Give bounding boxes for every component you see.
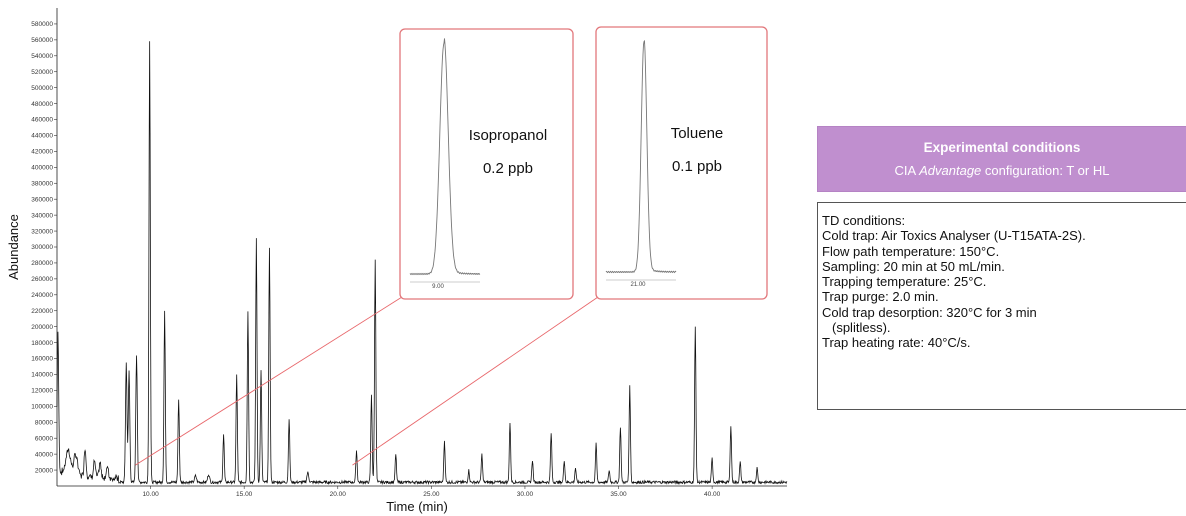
inset-tick-label: 21.00 — [630, 282, 646, 288]
y-tick-label: 360000 — [31, 196, 53, 203]
x-tick-label: 15.00 — [236, 491, 253, 498]
inset-panel: 21.00 Toluene 0.1 ppb — [352, 26, 768, 466]
y-tick-label: 500000 — [31, 85, 53, 92]
condition-line: (splitless). — [832, 320, 891, 336]
y-tick-label: 220000 — [31, 308, 53, 315]
inset-frame — [399, 28, 574, 300]
chromatogram-trace — [56, 41, 788, 486]
y-tick-label: 560000 — [31, 37, 53, 44]
inset-compound-label: Toluene — [671, 125, 724, 142]
conditions-header: Experimental conditions CIA Advantage co… — [817, 126, 1186, 192]
conditions-title: Experimental conditions — [923, 140, 1081, 155]
condition-line: Sampling: 20 min at 50 mL/min. — [822, 258, 1005, 274]
inset-concentration-label: 0.1 ppb — [672, 158, 722, 175]
y-tick-label: 260000 — [31, 276, 53, 283]
inset-panel: 9.00 Isopropanol 0.2 ppb — [135, 28, 574, 466]
conditions-subtitle: CIA Advantage configuration: T or HL — [818, 163, 1186, 178]
y-tick-label: 540000 — [31, 53, 53, 60]
y-tick-label: 180000 — [31, 340, 53, 347]
inset-group: 9.00 Isopropanol 0.2 ppb 21.00 Toluene 0.1 pp… — [135, 26, 768, 466]
conditions-body: TD conditions: Cold trap: Air Toxics Anal… — [817, 202, 1186, 410]
condition-line: Flow path temperature: 150°C. — [822, 243, 1000, 259]
chromatogram-chart: 20000 40000 60000 80000 100000 120000 140000 16… — [6, 8, 788, 514]
y-tick-label: 100000 — [31, 404, 53, 411]
y-tick-label: 380000 — [31, 180, 53, 187]
x-tick-label: 40.00 — [704, 491, 721, 498]
x-axis-ticks: 10.00 15.00 20.00 25.00 30.00 35.00 40.00 — [142, 486, 721, 498]
y-tick-label: 140000 — [31, 372, 53, 379]
y-tick-label: 400000 — [31, 165, 53, 172]
y-tick-label: 240000 — [31, 292, 53, 299]
callout-line — [135, 296, 403, 466]
y-tick-label: 440000 — [31, 133, 53, 140]
inset-concentration-label: 0.2 ppb — [483, 160, 533, 177]
conditions-panel: Experimental conditions CIA Advantage co… — [817, 126, 1186, 410]
subtitle-italic: Advantage — [919, 163, 982, 178]
y-axis-title: Abundance — [6, 214, 21, 280]
callout-line — [352, 296, 599, 466]
y-tick-label: 480000 — [31, 101, 53, 108]
y-tick-label: 340000 — [31, 212, 53, 219]
y-tick-label: 280000 — [31, 260, 53, 267]
inset-trace — [605, 39, 677, 274]
subtitle-prefix: CIA — [894, 163, 920, 178]
y-tick-label: 520000 — [31, 69, 53, 76]
y-tick-label: 20000 — [35, 467, 53, 474]
x-tick-label: 20.00 — [330, 491, 347, 498]
condition-line: Trapping temperature: 25°C. — [822, 274, 987, 290]
y-tick-label: 80000 — [35, 419, 53, 426]
y-tick-label: 420000 — [31, 149, 53, 156]
condition-line: Cold trap: Air Toxics Analyser (U-T15ATA… — [822, 228, 1086, 244]
y-tick-label: 40000 — [35, 451, 53, 458]
x-tick-label: 10.00 — [142, 491, 159, 498]
y-tick-label: 460000 — [31, 117, 53, 124]
x-axis-title: Time (min) — [386, 499, 448, 514]
condition-line: Trap purge: 2.0 min. — [822, 289, 939, 305]
y-tick-label: 120000 — [31, 388, 53, 395]
x-tick-label: 35.00 — [610, 491, 627, 498]
inset-tick-label: 9.00 — [432, 284, 444, 290]
y-axis-ticks: 20000 40000 60000 80000 100000 120000 140000 16… — [31, 21, 57, 474]
y-tick-label: 60000 — [35, 435, 53, 442]
x-tick-label: 25.00 — [423, 491, 440, 498]
condition-line: TD conditions: — [822, 213, 906, 228]
y-tick-label: 580000 — [31, 21, 53, 28]
subtitle-suffix: configuration: T or HL — [981, 163, 1110, 178]
y-tick-label: 160000 — [31, 356, 53, 363]
y-tick-label: 300000 — [31, 244, 53, 251]
condition-line: Cold trap desorption: 320°C for 3 min — [822, 304, 1037, 320]
y-tick-label: 320000 — [31, 228, 53, 235]
inset-compound-label: Isopropanol — [469, 127, 547, 144]
condition-line: Trap heating rate: 40°C/s. — [822, 335, 971, 351]
y-tick-label: 200000 — [31, 324, 53, 331]
x-tick-label: 30.00 — [517, 491, 534, 498]
inset-trace — [409, 38, 481, 276]
